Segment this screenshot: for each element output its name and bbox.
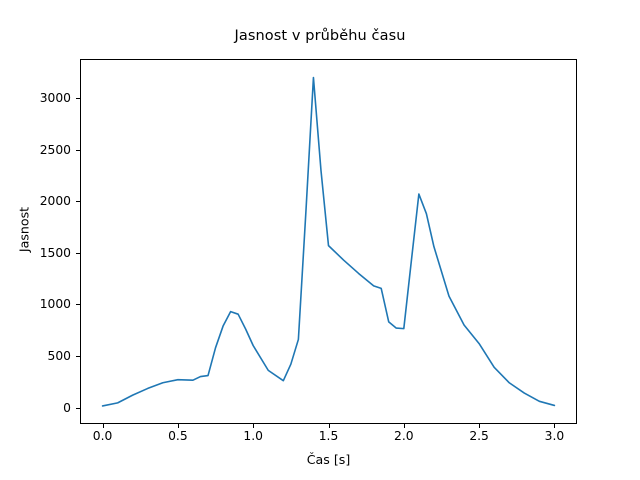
y-axis-label: Jasnost [16,206,32,253]
x-tick-label: 1.5 [318,429,339,443]
y-tick-label: 0 [63,400,71,415]
y-tick-label: 1500 [39,245,71,260]
y-tick-label: 1000 [39,297,71,312]
x-tick-label: 0.0 [92,429,113,443]
y-tick-mark [76,407,80,409]
y-tick-mark [76,201,80,203]
y-tick-label: 3000 [39,91,71,106]
data-line-chart [101,76,556,407]
x-tick-mark [554,424,556,428]
x-tick-mark [177,424,179,428]
y-tick-mark [76,149,80,151]
x-tick-mark [479,424,481,428]
x-axis-label: Čas [s] [306,452,351,467]
y-tick-mark [76,355,80,357]
x-tick-mark [328,424,330,428]
x-tick-label: 0.5 [168,429,188,443]
x-tick-mark [102,424,104,428]
y-tick-label: 500 [47,348,71,363]
y-tick-label: 2000 [39,194,71,209]
x-tick-mark [253,424,255,428]
y-tick-mark [76,252,80,254]
x-tick-label: 2.5 [469,429,489,443]
x-tick-label: 2.0 [394,429,414,443]
x-tick-label: 1.0 [243,429,263,443]
y-tick-mark [76,98,80,100]
y-tick-mark [76,304,80,306]
x-tick-mark [403,424,405,428]
plot-frame [80,59,577,424]
x-tick-label: 3.0 [544,429,565,443]
series-line-jasnost [101,76,556,407]
chart-title: Jasnost v průběhu času [234,28,406,44]
y-tick-label: 2500 [39,142,71,157]
